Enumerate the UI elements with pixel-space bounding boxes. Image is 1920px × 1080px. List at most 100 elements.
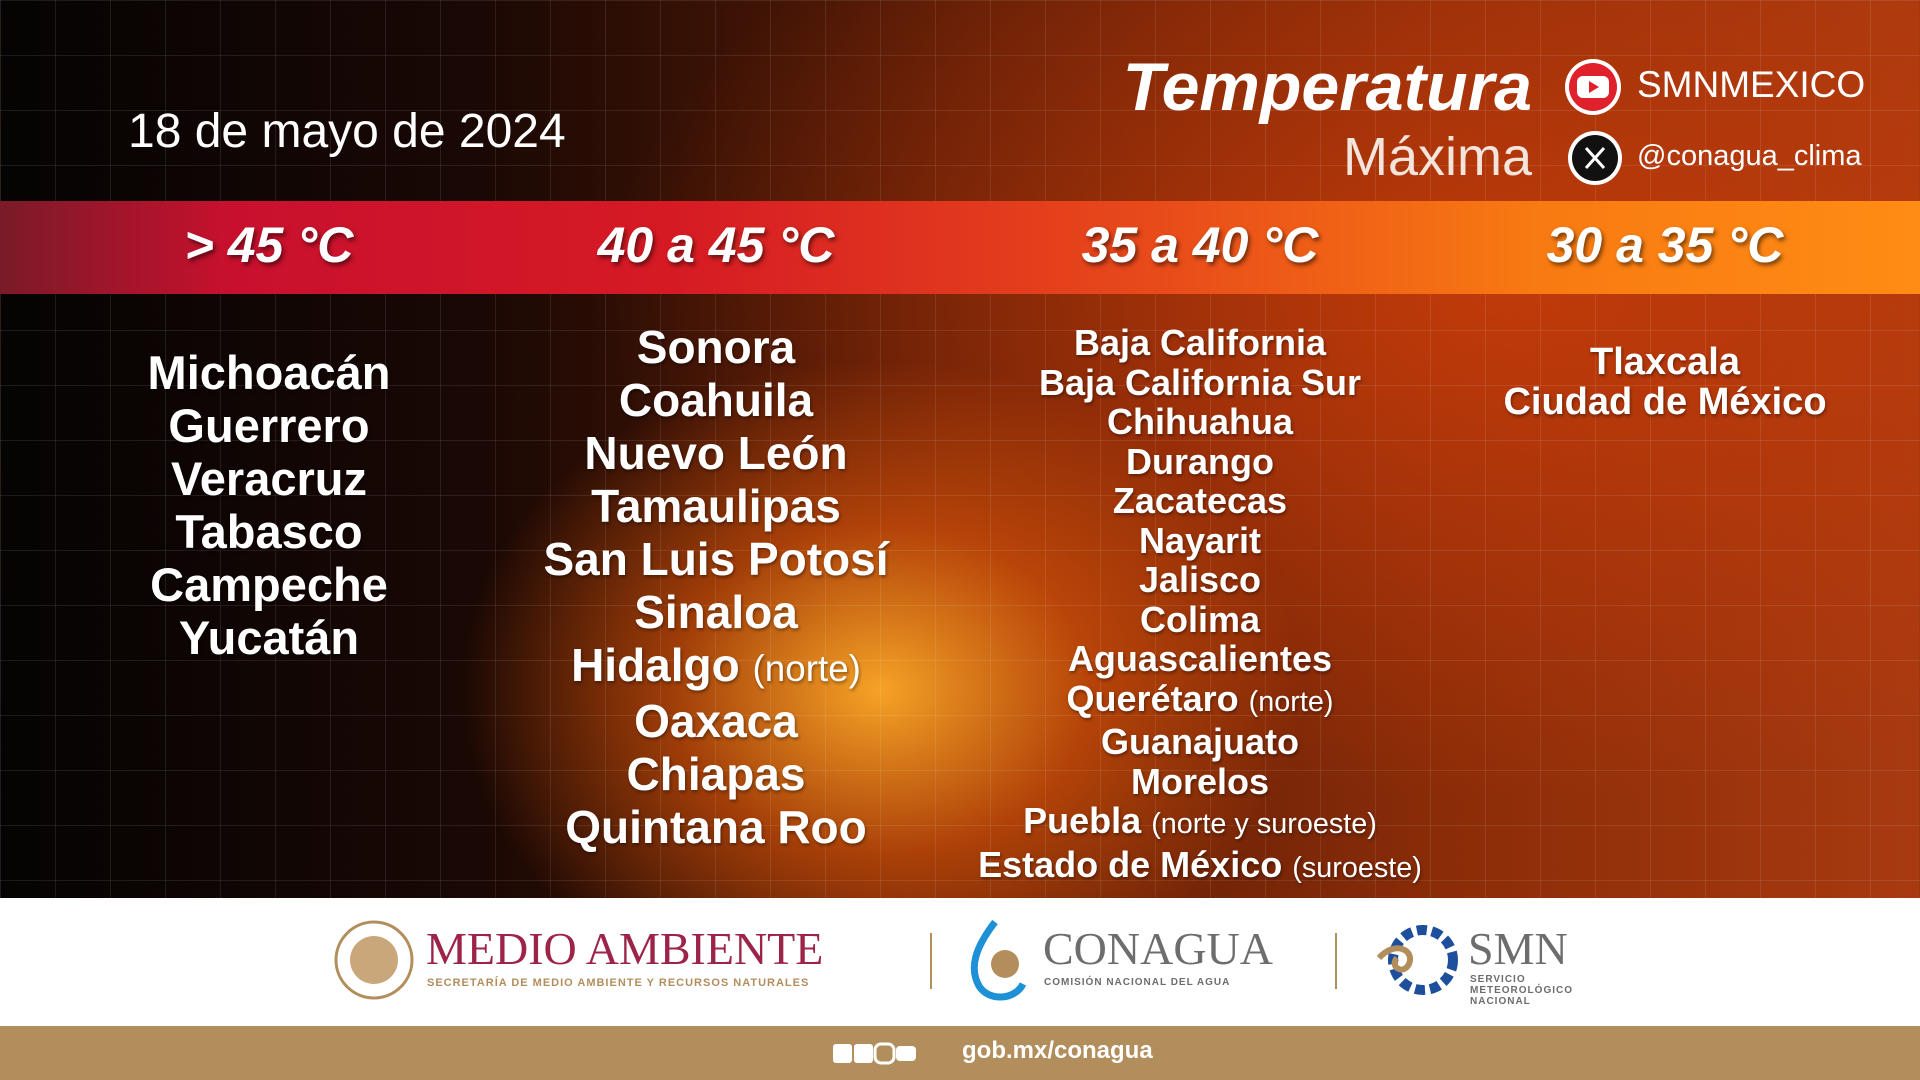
- state-name: Durango: [1126, 440, 1274, 482]
- conagua-tagline: COMISIÓN NACIONAL DEL AGUA: [1044, 977, 1231, 988]
- state-row: Nayarit: [920, 519, 1480, 561]
- state-name: Ciudad de México: [1503, 381, 1827, 423]
- state-row: Tabasco: [0, 505, 549, 558]
- state-name: Morelos: [1130, 760, 1270, 802]
- state-note: (norte): [752, 648, 861, 689]
- state-row: Chiapas: [436, 748, 996, 801]
- state-row: Estado de México (suroeste): [920, 843, 1480, 889]
- state-name: Michoacán: [147, 346, 391, 399]
- state-row: Veracruz: [0, 452, 549, 505]
- state-row: Puebla (norte y suroeste): [920, 801, 1480, 845]
- state-list: Michoacán Guerrero Veracruz Tabasco Campeche…: [0, 346, 549, 664]
- separator: [1335, 933, 1337, 989]
- state-row: Morelos: [920, 760, 1480, 802]
- state-row: Yucatán: [0, 611, 549, 664]
- x-icon[interactable]: [1567, 130, 1623, 186]
- state-name: Tamaulipas: [591, 480, 841, 532]
- state-name: Sinaloa: [634, 586, 798, 638]
- state-name: Tlaxcala: [1590, 341, 1740, 383]
- state-row: Colima: [920, 598, 1480, 640]
- state-row: Zacatecas: [920, 481, 1480, 521]
- smn-icon: [1376, 925, 1458, 995]
- state-row: Tamaulipas: [436, 480, 996, 533]
- state-row: Durango: [920, 440, 1480, 482]
- state-row: San Luis Potosí: [436, 533, 996, 586]
- separator: [930, 933, 932, 989]
- state-name: Nayarit: [1138, 519, 1262, 561]
- state-row: Ciudad de México: [1385, 382, 1920, 422]
- state-row: Chihuahua: [920, 402, 1480, 442]
- conagua-name: CONAGUA: [1043, 923, 1273, 974]
- state-name: Campeche: [150, 558, 388, 611]
- state-name: San Luis Potosí: [543, 533, 889, 585]
- social-icons[interactable]: [832, 1042, 916, 1066]
- state-row: Campeche: [0, 558, 549, 611]
- state-note: (suroeste): [1292, 851, 1422, 884]
- footer-logos: [0, 898, 1920, 1026]
- state-row: Querétaro (norte): [920, 677, 1480, 723]
- state-list: Baja California Baja California Sur Chihua…: [920, 323, 1480, 888]
- title: Temperatura: [1122, 49, 1532, 125]
- footer-bar: [0, 1026, 1920, 1080]
- subtitle: Máxima: [1342, 127, 1532, 187]
- state-name: Guerrero: [168, 399, 370, 452]
- state-name: Veracruz: [171, 452, 367, 505]
- state-row: Hidalgo (norte): [436, 639, 996, 695]
- state-name: Chiapas: [626, 748, 806, 800]
- state-row: Nuevo León: [436, 427, 996, 480]
- state-list: Sonora Coahuila Nuevo León Tamaulipas San Lu…: [436, 321, 996, 854]
- state-name: Hidalgo: [571, 639, 740, 691]
- state-name: Jalisco: [1138, 559, 1262, 600]
- column-header: 40 a 45 °C: [597, 217, 835, 273]
- column-header: 35 a 40 °C: [1081, 217, 1319, 273]
- state-name: Coahuila: [618, 374, 814, 426]
- state-name: Estado de México: [978, 843, 1283, 885]
- youtube-icon[interactable]: [1563, 57, 1623, 117]
- temperature-band: [0, 201, 1920, 294]
- state-name: Zacatecas: [1112, 480, 1288, 521]
- smn-name: SMN: [1468, 923, 1568, 974]
- state-row: Tlaxcala: [1385, 342, 1920, 382]
- state-name: Guanajuato: [1100, 721, 1300, 762]
- state-name: Colima: [1139, 598, 1261, 640]
- state-row: Guerrero: [0, 399, 549, 452]
- state-name: Puebla: [1023, 800, 1142, 841]
- state-name: Yucatán: [178, 611, 360, 664]
- state-row: Baja California Sur: [920, 361, 1480, 403]
- state-name: Querétaro: [1066, 677, 1239, 719]
- smn-tagline-line: METEOROLÓGICO: [1470, 985, 1573, 996]
- smn-tagline: SERVICIO METEOROLÓGICO NACIONAL: [1470, 974, 1573, 1007]
- smn-tagline-line: NACIONAL: [1470, 996, 1531, 1007]
- state-row: Quintana Roo: [436, 801, 996, 854]
- state-note: (norte): [1248, 685, 1334, 718]
- state-name: Tabasco: [175, 505, 363, 558]
- date: 18 de mayo de 2024: [128, 105, 566, 158]
- state-name: Quintana Roo: [565, 801, 867, 853]
- column-header: 30 a 35 °C: [1546, 217, 1784, 273]
- social-handle[interactable]: @conagua_clima: [1637, 140, 1862, 172]
- state-name: Baja California: [1073, 322, 1327, 363]
- state-row: Baja California: [920, 323, 1480, 363]
- social-handle[interactable]: SMNMEXICO: [1637, 64, 1866, 105]
- state-name: Oaxaca: [634, 695, 798, 747]
- state-name: Chihuahua: [1107, 401, 1293, 442]
- semarnat-tagline: SECRETARÍA DE MEDIO AMBIENTE Y RECURSOS …: [427, 977, 810, 989]
- seal-icon: [334, 920, 414, 1000]
- state-row: Jalisco: [920, 560, 1480, 600]
- state-row: Guanajuato: [920, 722, 1480, 762]
- state-row: Sinaloa: [436, 586, 996, 639]
- state-list: Tlaxcala Ciudad de México: [1385, 342, 1920, 422]
- smn-tagline-line: SERVICIO: [1470, 974, 1526, 985]
- state-row: Coahuila: [436, 374, 996, 427]
- state-row: Michoacán: [0, 346, 549, 399]
- state-row: Oaxaca: [436, 695, 996, 748]
- state-row: Aguascalientes: [920, 639, 1480, 679]
- semarnat-name: MEDIO AMBIENTE: [426, 923, 824, 974]
- conagua-icon: [970, 919, 1027, 1001]
- state-row: Sonora: [436, 321, 996, 374]
- footer-url[interactable]: gob.mx/conagua: [962, 1037, 1153, 1064]
- state-name: Baja California Sur: [1038, 361, 1362, 403]
- state-name: Sonora: [636, 321, 796, 373]
- column-header: > 45 °C: [184, 217, 354, 273]
